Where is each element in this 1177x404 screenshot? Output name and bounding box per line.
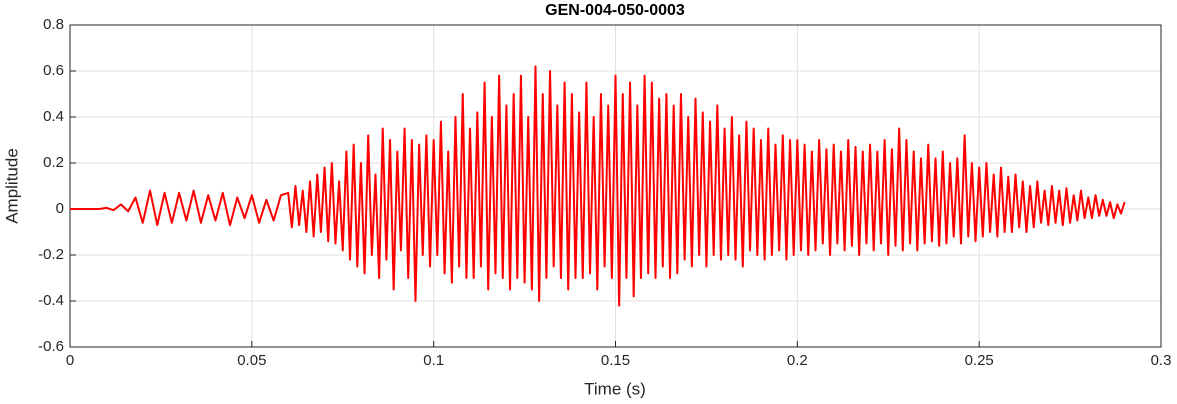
x-tick-label: 0.15 (601, 352, 630, 369)
y-tick-label: 0.8 (43, 16, 64, 33)
y-tick-label: -0.4 (38, 292, 64, 309)
x-tick-label: 0.05 (237, 352, 266, 369)
y-tick-label: 0.2 (43, 154, 64, 171)
x-axis-label: Time (s) (584, 379, 646, 398)
data-line (70, 65, 1126, 307)
y-axis-label: Amplitude (2, 148, 21, 224)
axes-box (69, 24, 1162, 348)
chart-title: GEN-004-050-0003 (545, 2, 685, 19)
y-tick-label: -0.2 (38, 246, 64, 263)
y-tick-label: 0.4 (43, 108, 64, 125)
y-tick-label: 0 (56, 200, 64, 217)
x-tick-label: 0 (66, 352, 74, 369)
y-tick-label: -0.6 (38, 338, 64, 355)
x-tick-label: 0.1 (423, 352, 444, 369)
y-tick-label: 0.6 (43, 62, 64, 79)
x-tick-label: 0.2 (787, 352, 808, 369)
x-tick-label: 0.25 (965, 352, 994, 369)
x-tick-label: 0.3 (1151, 352, 1172, 369)
